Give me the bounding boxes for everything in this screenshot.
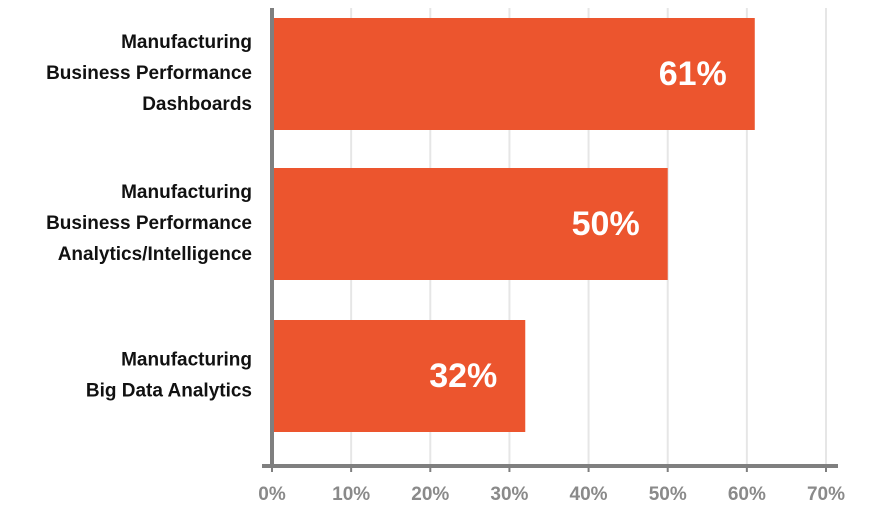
category-label: Manufacturing — [121, 350, 252, 371]
x-tick-label: 50% — [649, 484, 687, 505]
x-tick-label: 0% — [258, 484, 286, 505]
category-label: Big Data Analytics — [86, 381, 252, 402]
value-label: 61% — [659, 55, 727, 93]
bar — [272, 18, 755, 130]
category-label: Manufacturing — [121, 32, 252, 53]
bar — [272, 320, 526, 432]
category-label: Business Performance — [46, 213, 252, 234]
bar — [272, 168, 668, 280]
x-tick-label: 20% — [411, 484, 449, 505]
x-tick-label: 30% — [490, 484, 528, 505]
category-label: Business Performance — [46, 63, 252, 84]
category-label: Analytics/Intelligence — [58, 244, 252, 265]
x-tick-label: 70% — [807, 484, 845, 505]
category-label: Dashboards — [142, 94, 252, 115]
x-tick-label: 40% — [570, 484, 608, 505]
x-tick-label: 10% — [332, 484, 370, 505]
value-label: 32% — [429, 357, 497, 395]
x-tick-label: 60% — [728, 484, 766, 505]
value-label: 50% — [572, 205, 640, 243]
category-label: Manufacturing — [121, 182, 252, 203]
